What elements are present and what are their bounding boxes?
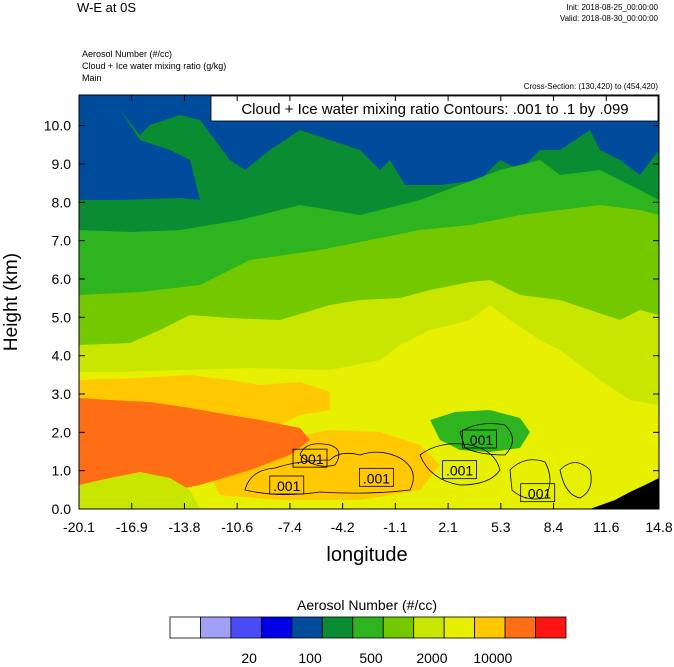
x-tick-label: -20.1	[63, 519, 95, 535]
contour-label-box	[442, 460, 477, 480]
contour-label-box	[292, 448, 328, 468]
y-tick-label: 6.0	[52, 271, 72, 287]
y-tick-label: 2.0	[52, 424, 72, 440]
contour-label: .001	[363, 470, 390, 486]
y-tick-label: 1.0	[52, 463, 72, 479]
y-axis: 0.0 1.0 2.0 3.0 4.0 5.0 6.0 7.0 8.0 9.0 10.0	[44, 118, 659, 517]
y-axis-title: Height (km)	[1, 252, 22, 352]
contour-line	[559, 462, 592, 499]
terrain	[590, 478, 659, 509]
field-label-main: Main	[82, 73, 102, 83]
contour-label: .001	[273, 478, 300, 494]
filled-contours	[79, 95, 659, 509]
x-axis-title: longitude	[326, 544, 408, 566]
y-tick-label: 7.0	[52, 233, 72, 249]
y-tick-label: 9.0	[52, 156, 72, 172]
band-dark-blue-left	[79, 110, 200, 200]
x-tick-label: -10.6	[221, 519, 253, 535]
init-valid-times: Init: 2018-08-25_00:00:00 Valid: 2018-08…	[560, 2, 658, 24]
x-tick-label: 8.4	[544, 519, 564, 535]
contour-label-box	[269, 475, 305, 495]
contour-labels: .001 .001 .001 .001 .001 .001	[269, 429, 556, 503]
colorbar-swatch	[291, 616, 323, 639]
band-green-ring	[430, 410, 530, 452]
plot-frame	[78, 94, 660, 510]
y-tick-label: 5.0	[52, 309, 72, 325]
y-tick-label: 0.0	[52, 501, 72, 517]
colorbar-swatch	[382, 616, 415, 639]
x-tick-label: -13.8	[168, 519, 200, 535]
colorbar-swatch	[535, 616, 567, 639]
contour-label-box	[359, 467, 394, 487]
colorbar-swatch	[230, 616, 262, 639]
contour-info-box: Cloud + Ice water mixing ratio Contours:…	[210, 95, 659, 122]
x-tick-label: 11.6	[593, 519, 619, 535]
chart-title: W-E at 0S	[77, 0, 137, 15]
x-tick-label: -4.2	[331, 519, 355, 535]
contour-label: .001	[446, 463, 473, 479]
contour-label: .001	[296, 451, 323, 467]
colorbar-label: 10000	[473, 650, 513, 666]
colorbar-swatch	[169, 616, 201, 639]
contour-label-box	[520, 483, 556, 503]
cloud-contours	[244, 423, 592, 500]
colorbar-swatch	[443, 616, 476, 639]
x-tick-label: 5.3	[491, 519, 511, 535]
y-tick-label: 3.0	[52, 386, 72, 402]
y-tick-label: 8.0	[52, 194, 72, 210]
field-label-aerosol: Aerosol Number (#/cc)	[82, 49, 173, 59]
colorbar-swatch	[474, 616, 506, 639]
x-tick-label: -16.9	[116, 519, 148, 535]
x-tick-label: 2.1	[438, 519, 458, 535]
x-axis: -20.1 -16.9 -13.8 -10.6 -7.4 -4.2 -1.1 2.1 5.3 8.…	[63, 95, 673, 535]
x-tick-label: 14.8	[645, 519, 672, 535]
init-time: Init: 2018-08-25_00:00:00	[566, 3, 658, 12]
valid-time: Valid: 2018-08-30_00:00:00	[559, 14, 658, 23]
colorbar-swatch	[200, 616, 232, 639]
colorbar-swatch	[321, 616, 354, 639]
contour-line	[299, 443, 340, 467]
contour-line	[244, 451, 414, 495]
colorbar-label: 2000	[416, 650, 448, 666]
contour-label: .001	[524, 486, 551, 502]
colorbar-label: 100	[298, 650, 322, 666]
colorbar-swatch	[260, 616, 293, 639]
y-tick-label: 4.0	[52, 348, 72, 364]
contour-label-box	[462, 429, 497, 449]
contour-line	[419, 443, 501, 486]
contour-line	[459, 423, 513, 456]
colorbar-label: 500	[359, 650, 383, 666]
y-tick-label: 10.0	[44, 118, 71, 134]
colorbar-swatch	[504, 616, 536, 639]
contour-info-text: Cloud + Ice water mixing ratio Contours:…	[241, 101, 628, 118]
colorbar-swatch	[352, 616, 384, 639]
field-label-cloud-ice: Cloud + Ice water mixing ratio (g/kg)	[82, 61, 227, 71]
x-tick-label: -1.1	[383, 519, 407, 535]
colorbar	[169, 616, 567, 639]
colorbar-label: 20	[241, 650, 257, 666]
colorbar-swatch	[413, 616, 445, 639]
cross-section-label: Cross-Section: (130,420) to (454,420)	[523, 82, 658, 91]
contour-label: .001	[466, 432, 493, 448]
colorbar-title: Aerosol Number (#/cc)	[296, 597, 438, 613]
contour-line	[509, 459, 551, 500]
band-yellow-lower-left	[79, 472, 200, 509]
x-tick-label: -7.4	[278, 519, 302, 535]
